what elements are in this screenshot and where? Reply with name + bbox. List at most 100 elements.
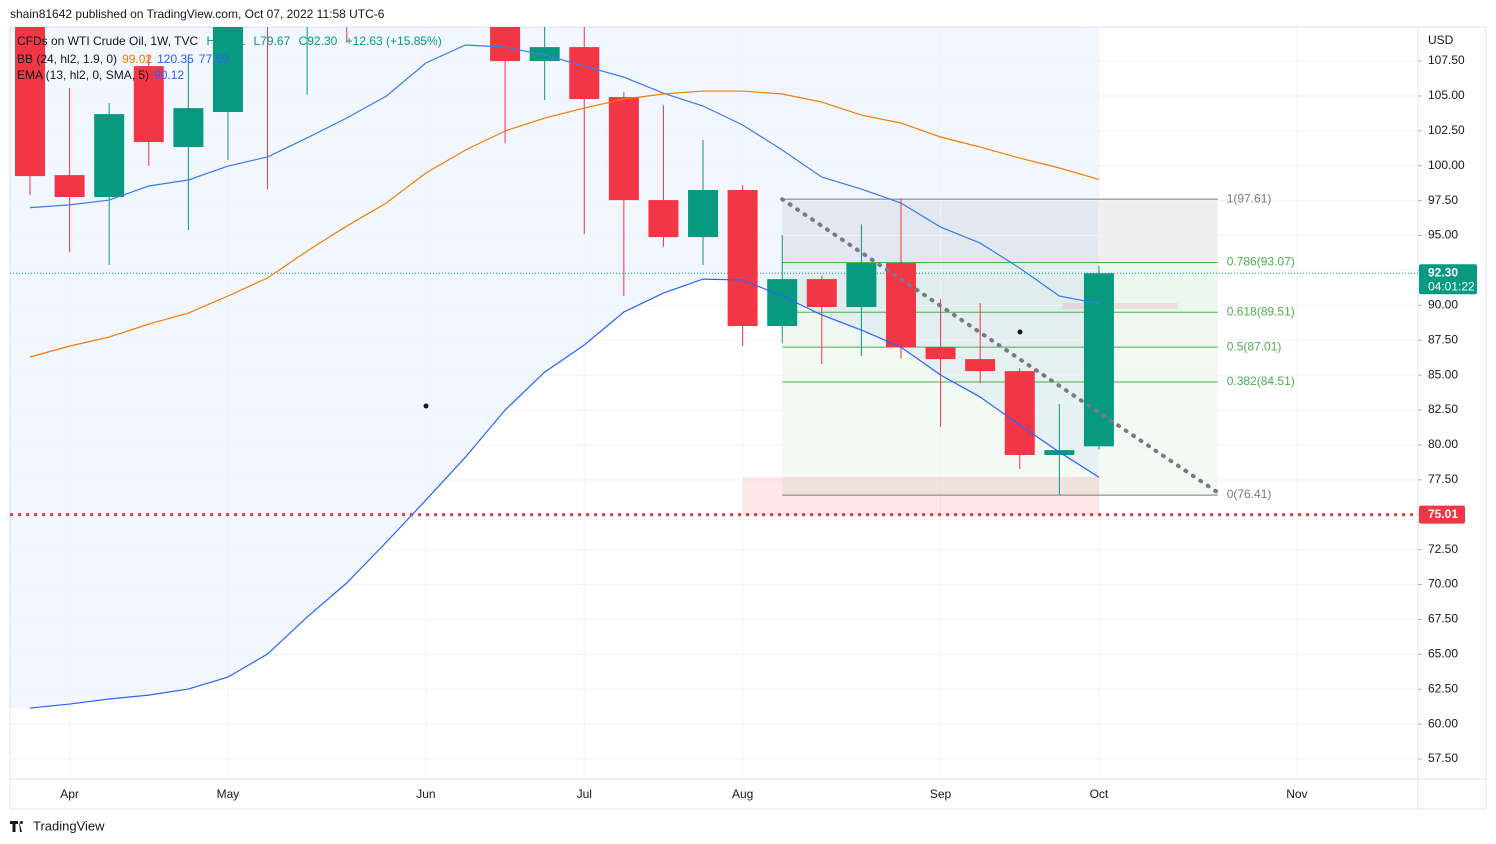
x-tick-label: Oct (1090, 787, 1109, 801)
y-tick-label: 82.50 (1428, 402, 1458, 416)
candle-body (54, 175, 85, 198)
fib-label: 0.5(87.01) (1227, 339, 1282, 353)
fib-label: 0.786(93.07) (1227, 255, 1295, 269)
dot (423, 403, 429, 409)
ohlc: H92.81 (206, 34, 246, 48)
symbol-title: CFDs on WTI Crude Oil, 1W, TVC (17, 34, 199, 48)
y-tick-label: 62.50 (1428, 681, 1458, 695)
y-tick-label: 90.00 (1428, 298, 1458, 312)
fib-zone (782, 381, 1218, 496)
alert-label: 75.01 (1428, 507, 1458, 521)
candle-body (806, 279, 837, 308)
y-tick-label: 107.50 (1428, 53, 1465, 67)
x-tick-label: Sep (930, 787, 952, 801)
logo: TradingView (10, 818, 105, 833)
x-tick-label: Apr (60, 787, 79, 801)
zone (743, 477, 1099, 515)
ohlc: C92.30 (298, 34, 338, 48)
last-price-box (1419, 264, 1477, 295)
candle-body (965, 359, 996, 372)
indicator-value: 120.35 (157, 52, 194, 66)
fib-zone (782, 199, 1218, 263)
candle-body (767, 279, 798, 327)
candle-body (608, 97, 639, 201)
candle-body (846, 263, 877, 308)
legend-row: CFDs on WTI Crude Oil, 1W, TVC H92.81 L7… (17, 33, 447, 49)
y-tick-label: 85.00 (1428, 367, 1458, 381)
attribution: shain81642 published on TradingView.com,… (10, 7, 385, 21)
indicator-value: 99.02 (122, 52, 153, 66)
candle-body (1004, 371, 1035, 455)
candle-body (15, 27, 45, 177)
candle-body (173, 108, 204, 148)
dot (1017, 329, 1023, 335)
indicator-legend: BB (24, hl2, 1.9, 0) 99.02 120.35 77.69 EMA … (17, 51, 234, 83)
indicator-label: BB (24, hl2, 1.9, 0) (17, 52, 118, 66)
candle-body (490, 27, 521, 62)
last-price-label: 92.30 (1428, 265, 1458, 279)
candle-body (925, 347, 956, 360)
indicator-line (29, 44, 1100, 305)
candle-body (688, 190, 719, 238)
ohlc: +12.63 (+15.85%) (345, 34, 442, 48)
indicator-row: EMA (13, hl2, 0, SMA, 5) 90.12 (17, 67, 234, 83)
fib-zone (782, 347, 1218, 382)
x-tick-label: Jul (577, 787, 592, 801)
candle-body (727, 190, 758, 327)
indicator-value: 77.69 (198, 52, 229, 66)
indicator-line (29, 278, 1100, 709)
currency: USD (1428, 33, 1454, 47)
y-tick-label: 65.00 (1428, 647, 1458, 661)
trend-line (780, 197, 1220, 495)
fib-label: 0.618(89.51) (1227, 304, 1295, 318)
y-tick-label: 80.00 (1428, 437, 1458, 451)
background-layer (10, 27, 1218, 709)
candle-body (450, 0, 480, 5)
x-tick-label: Nov (1286, 787, 1307, 801)
y-tick-label: 97.50 (1428, 193, 1458, 207)
x-tick-label: Jun (416, 787, 435, 801)
candle-body (133, 66, 164, 143)
logo-icon (20, 821, 23, 824)
y-tick-label: 67.50 (1428, 612, 1458, 626)
plot-layer: 1(97.61) 0.786(93.07) 0.618(89.51) 0.5(87.0… (10, 0, 1418, 709)
y-tick-label: 102.50 (1428, 123, 1465, 137)
fib-zone (782, 312, 1218, 348)
band-fill (10, 27, 1099, 709)
candle-body (569, 47, 600, 100)
ohlc: L79.67 (253, 34, 291, 48)
alert-box (1419, 505, 1465, 524)
y-tick-label: 87.50 (1428, 332, 1458, 346)
candle-body (411, 0, 441, 12)
y-tick-label: 72.50 (1428, 542, 1458, 556)
fib-label: 1(97.61) (1227, 191, 1272, 205)
y-tick-label: 105.00 (1428, 88, 1465, 102)
indicator-label: EMA (13, hl2, 0, SMA, 5) (17, 68, 150, 82)
logo-text: TradingView (33, 818, 105, 833)
countdown-label: 04:01:22 (1428, 279, 1475, 293)
x-tick-label: May (217, 787, 240, 801)
indicator-row: BB (24, hl2, 1.9, 0) 99.02 120.35 77.69 (17, 51, 234, 67)
indicator-value: 90.12 (154, 68, 185, 82)
candle-body (885, 263, 916, 348)
axis-layer: USD 57.50 60.00 62.50 65.00 67.50 70.00 72.50 7… (60, 33, 1477, 801)
logo-icon (10, 821, 22, 832)
fib-label: 0.382(84.51) (1227, 374, 1295, 388)
x-tick-label: Aug (732, 787, 753, 801)
candle-body (94, 114, 125, 198)
y-tick-label: 100.00 (1428, 158, 1465, 172)
y-tick-label: 77.50 (1428, 472, 1458, 486)
candle-body (648, 200, 679, 238)
indicator-line (29, 90, 1100, 358)
y-tick-label: 70.00 (1428, 577, 1458, 591)
y-tick-label: 95.00 (1428, 228, 1458, 242)
y-tick-label: 60.00 (1428, 716, 1458, 730)
candle-body (212, 27, 243, 113)
zone (1062, 303, 1178, 309)
candle-body (529, 47, 560, 62)
frame (9, 26, 1487, 810)
fib-label: 0(76.41) (1227, 487, 1272, 501)
y-tick-label: 57.50 (1428, 751, 1458, 765)
